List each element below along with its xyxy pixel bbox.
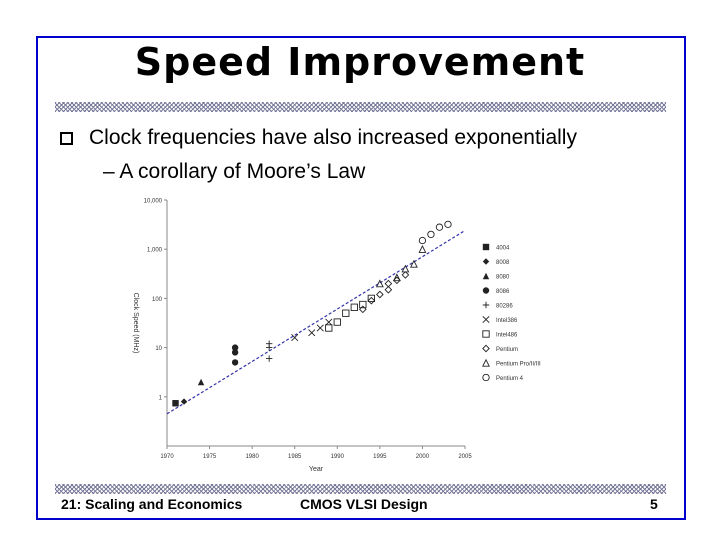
data-point (231, 359, 239, 366)
data-point (409, 259, 418, 268)
legend-marker (482, 287, 490, 294)
data-point (418, 244, 427, 253)
footer-left: 21: Scaling and Economics (61, 496, 243, 512)
x-tick-label: 2000 (416, 454, 430, 460)
data-point (231, 344, 239, 351)
y-tick-label: 1 (159, 395, 163, 401)
legend-marker (482, 358, 490, 367)
data-point (401, 271, 410, 279)
trend-line (166, 229, 466, 415)
data-point (384, 285, 393, 294)
slide-frame (36, 36, 686, 520)
legend-entry: Intel486 (496, 333, 518, 339)
data-point (392, 273, 401, 282)
legend-entry: Pentium 4 (496, 376, 524, 382)
legend-marker (482, 243, 490, 251)
legend-entry: 8008 (496, 260, 510, 266)
data-point (427, 230, 435, 239)
data-point (342, 309, 350, 317)
data-point (444, 220, 452, 228)
x-tick-label: 1990 (331, 454, 345, 460)
x-tick-label: 1985 (288, 454, 302, 460)
data-point (316, 324, 324, 332)
legend-marker (482, 330, 490, 338)
data-point (376, 290, 384, 299)
footer-center: CMOS VLSI Design (300, 496, 428, 512)
main-bullet: Clock frequencies have also increased ex… (60, 126, 577, 150)
data-point (367, 294, 375, 303)
legend-marker (482, 344, 490, 353)
x-tick-label: 1980 (245, 454, 259, 460)
y-axis-label: Clock Speed (MHz) (132, 293, 139, 354)
footer-divider (55, 484, 666, 494)
data-point (231, 349, 239, 356)
data-point (401, 264, 410, 273)
data-point (291, 334, 299, 342)
data-point (375, 279, 384, 288)
bullet-text: Clock frequencies have also increased ex… (89, 126, 577, 149)
legend-marker (482, 373, 490, 382)
legend-entry: Pentium Pro/II/III (496, 362, 541, 368)
data-point (359, 300, 367, 309)
data-point (435, 223, 444, 231)
data-point (384, 279, 393, 288)
data-point (308, 329, 316, 337)
data-point (358, 305, 367, 314)
slide-title: Speed Improvement (134, 40, 586, 84)
x-tick-label: 2005 (458, 454, 472, 460)
y-tick-label: 1,000 (147, 248, 163, 254)
y-tick-label: 10,000 (144, 199, 163, 205)
clock-speed-chart: 1 10 100 1,000 10,000 1970 1975 1980 1985 1990 199… (132, 199, 541, 474)
title-divider (55, 102, 666, 112)
legend-entry: Pentium (496, 347, 518, 353)
legend-marker (482, 315, 490, 324)
legend-marker (482, 272, 490, 280)
x-tick-label: 1970 (160, 454, 174, 460)
data-point (418, 236, 427, 245)
y-tick-label: 100 (152, 297, 163, 303)
legend-entry: 80286 (496, 304, 513, 310)
data-point (265, 340, 273, 347)
legend-entry: Intel386 (496, 318, 518, 324)
legend-marker (482, 258, 490, 265)
data-point (180, 398, 188, 405)
data-point (350, 303, 358, 311)
x-axis-label: Year (309, 466, 324, 473)
legend-entry: 8086 (496, 289, 510, 295)
sub-bullet: – A corollary of Moore’s Law (103, 160, 366, 183)
page-number: 5 (650, 496, 658, 512)
data-point (325, 324, 333, 332)
data-point (325, 318, 333, 326)
legend-entry: 8080 (496, 275, 510, 281)
plot-area: 1 10 100 1,000 10,000 1970 1975 1980 1985 1990 199… (132, 199, 541, 474)
x-tick-label: 1995 (373, 454, 387, 460)
checkbox-bullet-icon (60, 131, 73, 145)
data-point (172, 400, 179, 407)
data-point (197, 378, 205, 386)
data-point (333, 318, 341, 326)
data-point (265, 355, 273, 362)
legend-entry: 4004 (496, 246, 510, 252)
legend-marker (482, 301, 490, 309)
data-point (367, 296, 376, 305)
y-tick-label: 10 (155, 346, 162, 352)
x-tick-label: 1975 (203, 454, 217, 460)
